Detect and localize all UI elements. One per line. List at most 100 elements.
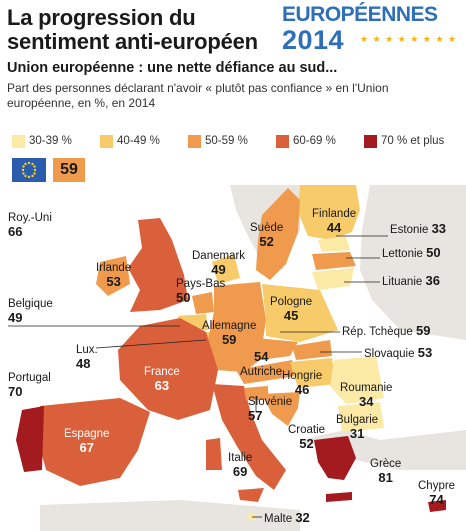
label-croatie: Croatie 52 xyxy=(288,424,325,450)
label-value: 36 xyxy=(425,273,440,288)
legend-item-30-39: 30-39 % xyxy=(12,133,72,149)
country-bulgarie xyxy=(338,402,384,432)
label-name: Portugal xyxy=(8,372,51,384)
country-suede xyxy=(256,188,300,280)
label-name: Slovaquie xyxy=(364,348,415,360)
label-roy-uni: Roy.-Uni 66 xyxy=(8,212,52,238)
label-name: Lituanie xyxy=(382,276,423,288)
country-italie xyxy=(212,384,286,490)
label-name: Roy.-Uni xyxy=(8,212,52,224)
label-irlande: Irlande 53 xyxy=(96,262,131,288)
label-suede: Suède 52 xyxy=(250,222,283,248)
title-line-1: La progression du xyxy=(7,5,196,30)
label-name: France xyxy=(144,366,180,378)
label-value: 63 xyxy=(154,378,170,393)
label-name: Belgique xyxy=(8,298,53,310)
label-value: 69 xyxy=(232,464,248,479)
label-roumanie: Roumanie 34 xyxy=(340,382,392,408)
label-name: Italie xyxy=(228,452,253,464)
country-espagne xyxy=(38,398,150,486)
legend-swatch xyxy=(100,134,113,148)
label-danemark: Danemark 49 xyxy=(192,250,245,276)
page-title: La progression du sentiment anti-europée… xyxy=(7,6,258,54)
legend-label: 30-39 % xyxy=(29,135,72,147)
legend-item-70-plus: 70 % et plus xyxy=(364,133,444,149)
country-irlande xyxy=(96,256,130,296)
label-value: 67 xyxy=(79,440,94,455)
label-value: 53 xyxy=(417,345,433,360)
label-autriche: Autriche xyxy=(240,366,282,379)
label-name: Pays-Bas xyxy=(176,278,226,290)
label-value: 31 xyxy=(349,426,365,441)
legend-swatch xyxy=(276,134,289,148)
label-name: Finlande xyxy=(312,208,357,220)
country-roumanie xyxy=(330,356,384,404)
country-pologne xyxy=(262,284,338,342)
label-name: Pologne xyxy=(270,296,313,308)
legend-item-60-69: 60-69 % xyxy=(276,133,336,149)
label-portugal: Portugal 70 xyxy=(8,372,51,398)
label-lettonie: Lettonie 50 xyxy=(382,246,441,261)
label-value: 57 xyxy=(248,408,263,423)
legend-item-50-59: 50-59 % xyxy=(188,133,248,149)
legend-swatch xyxy=(188,134,201,148)
country-pays-bas xyxy=(192,292,214,314)
country-italie-sicile xyxy=(238,488,264,502)
country-portugal xyxy=(16,406,44,472)
label-value: 59 xyxy=(415,323,431,338)
legend-label: 70 % et plus xyxy=(381,135,445,147)
label-name: Bulgarie xyxy=(336,414,379,426)
label-value: 81 xyxy=(378,470,393,485)
label-estonie: Estonie 33 xyxy=(390,222,446,237)
logo-line-2: 2014 xyxy=(282,25,345,55)
country-estonie xyxy=(318,236,350,252)
label-belgique: Belgique 49 xyxy=(8,298,53,324)
country-rep-tcheque xyxy=(256,338,298,360)
label-value: 53 xyxy=(106,274,121,289)
label-value: 49 xyxy=(211,262,226,277)
label-slovenie: Slovénie 57 xyxy=(248,396,292,422)
label-value: 32 xyxy=(295,510,310,525)
label-value: 66 xyxy=(8,224,23,239)
label-value: 33 xyxy=(431,221,447,236)
label-allemagne: Allemagne 59 xyxy=(202,320,256,346)
legend-label: 40-49 % xyxy=(117,135,160,147)
country-slovenie xyxy=(244,386,268,400)
label-value: 52 xyxy=(299,436,314,451)
label-pologne: Pologne 45 xyxy=(270,296,312,322)
country-lettonie xyxy=(312,252,356,270)
label-name: Croatie xyxy=(288,424,326,436)
label-name: Estonie xyxy=(390,224,429,236)
title-line-2: sentiment anti-européen xyxy=(7,29,258,54)
legend-item-40-49: 40-49 % xyxy=(100,133,160,149)
label-name: Irlande xyxy=(96,262,132,274)
label-value: 48 xyxy=(76,356,91,371)
label-name: Espagne xyxy=(64,428,110,440)
label-value: 44 xyxy=(326,220,342,235)
eu-flag-icon xyxy=(12,158,46,182)
label-slovaquie: Slovaquie 53 xyxy=(364,346,432,361)
label-value: 52 xyxy=(259,234,274,249)
label-france: France 63 xyxy=(144,366,180,392)
label-name: Hongrie xyxy=(282,370,323,382)
country-italie-sardaigne xyxy=(206,438,222,470)
country-roy-uni xyxy=(128,218,188,312)
label-espagne: Espagne 67 xyxy=(64,428,109,454)
country-grece xyxy=(314,436,356,480)
label-value: 54 xyxy=(254,349,269,364)
label-name: Lux. xyxy=(76,344,98,356)
leader-line-lux xyxy=(95,339,207,349)
label-name: Roumanie xyxy=(340,382,393,394)
label-chypre: Chypre 74 xyxy=(418,480,455,506)
label-hongrie: Hongrie 46 xyxy=(282,370,322,396)
label-finlande: Finlande 44 xyxy=(312,208,356,234)
label-name: Malte xyxy=(264,513,293,525)
label-lituanie: Lituanie 36 xyxy=(382,274,440,289)
label-italie: Italie 69 xyxy=(228,452,252,478)
label-value: 74 xyxy=(429,492,444,507)
legend-label: 50-59 % xyxy=(205,135,248,147)
land-north-africa xyxy=(40,500,300,531)
label-pays-bas: Pays-Bas 50 xyxy=(176,278,225,304)
logo-line-1: EUROPÉENNES xyxy=(282,3,438,26)
label-value: 49 xyxy=(8,310,23,325)
